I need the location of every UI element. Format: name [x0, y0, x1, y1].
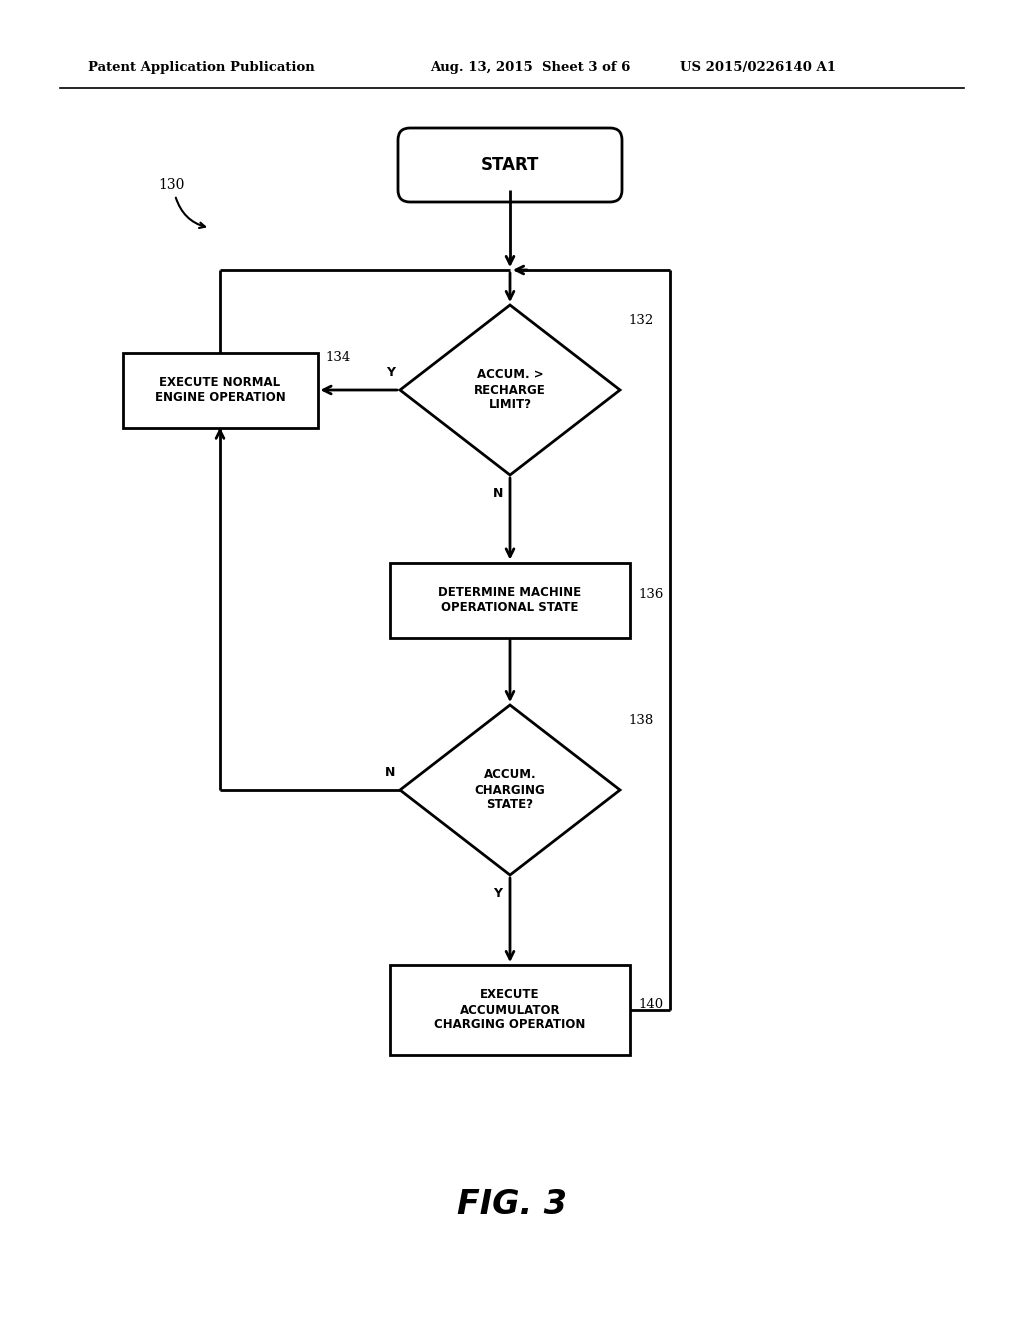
Text: Aug. 13, 2015  Sheet 3 of 6: Aug. 13, 2015 Sheet 3 of 6: [430, 62, 631, 74]
Text: US 2015/0226140 A1: US 2015/0226140 A1: [680, 62, 836, 74]
Text: ACCUM. >
RECHARGE
LIMIT?: ACCUM. > RECHARGE LIMIT?: [474, 368, 546, 412]
Text: 134: 134: [326, 351, 351, 364]
Text: Y: Y: [494, 887, 503, 900]
FancyBboxPatch shape: [398, 128, 622, 202]
Polygon shape: [400, 705, 620, 875]
Polygon shape: [400, 305, 620, 475]
Text: START: START: [481, 156, 540, 174]
Text: Patent Application Publication: Patent Application Publication: [88, 62, 314, 74]
Text: N: N: [385, 766, 395, 779]
Text: 130: 130: [158, 178, 184, 191]
Text: N: N: [493, 487, 503, 500]
FancyBboxPatch shape: [390, 965, 630, 1055]
Text: 140: 140: [638, 998, 664, 1011]
Text: EXECUTE NORMAL
ENGINE OPERATION: EXECUTE NORMAL ENGINE OPERATION: [155, 376, 286, 404]
Text: 138: 138: [628, 714, 653, 726]
Text: 136: 136: [638, 589, 664, 602]
Text: DETERMINE MACHINE
OPERATIONAL STATE: DETERMINE MACHINE OPERATIONAL STATE: [438, 586, 582, 614]
Text: ACCUM.
CHARGING
STATE?: ACCUM. CHARGING STATE?: [475, 768, 546, 812]
Text: 132: 132: [628, 314, 653, 326]
Text: FIG. 3: FIG. 3: [457, 1188, 567, 1221]
FancyBboxPatch shape: [123, 352, 317, 428]
Text: Y: Y: [386, 366, 395, 379]
FancyBboxPatch shape: [390, 562, 630, 638]
Text: EXECUTE
ACCUMULATOR
CHARGING OPERATION: EXECUTE ACCUMULATOR CHARGING OPERATION: [434, 989, 586, 1031]
